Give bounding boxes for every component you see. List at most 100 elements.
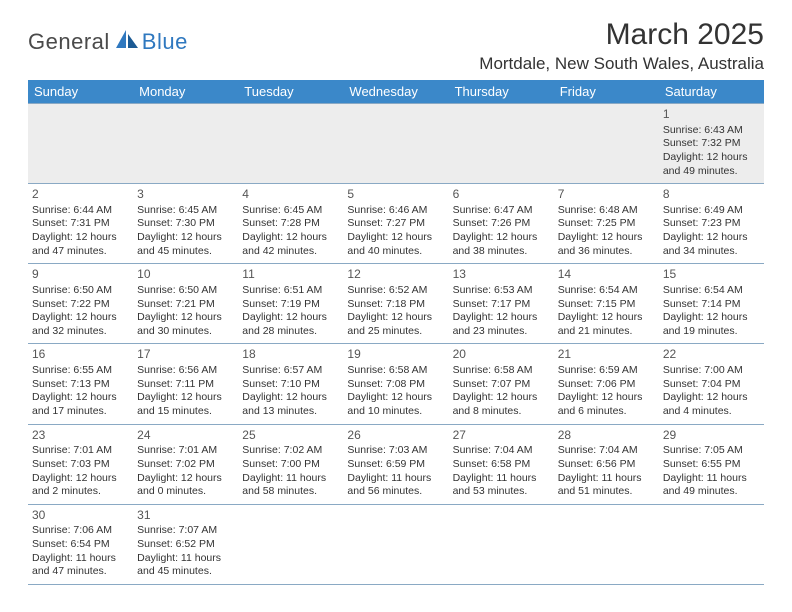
daylight-text: and 10 minutes. (347, 405, 444, 419)
daylight-text: Daylight: 12 hours (32, 472, 129, 486)
daylight-text: and 47 minutes. (32, 245, 129, 259)
daylight-text: and 32 minutes. (32, 325, 129, 339)
sunset-text: Sunset: 7:11 PM (137, 378, 234, 392)
sunset-text: Sunset: 7:28 PM (242, 217, 339, 231)
daylight-text: Daylight: 12 hours (32, 231, 129, 245)
daylight-text: Daylight: 12 hours (558, 231, 655, 245)
daylight-text: and 45 minutes. (137, 245, 234, 259)
calendar-cell: 21Sunrise: 6:59 AMSunset: 7:06 PMDayligh… (554, 344, 659, 424)
calendar-cell: 17Sunrise: 6:56 AMSunset: 7:11 PMDayligh… (133, 344, 238, 424)
calendar-cell: 9Sunrise: 6:50 AMSunset: 7:22 PMDaylight… (28, 264, 133, 344)
daylight-text: and 47 minutes. (32, 565, 129, 579)
calendar-week: 23Sunrise: 7:01 AMSunset: 7:03 PMDayligh… (28, 424, 764, 504)
daylight-text: and 19 minutes. (663, 325, 760, 339)
calendar-cell: 3Sunrise: 6:45 AMSunset: 7:30 PMDaylight… (133, 184, 238, 264)
daylight-text: and 49 minutes. (663, 485, 760, 499)
daylight-text: and 34 minutes. (663, 245, 760, 259)
sunset-text: Sunset: 7:18 PM (347, 298, 444, 312)
sunset-text: Sunset: 7:17 PM (453, 298, 550, 312)
sunrise-text: Sunrise: 7:05 AM (663, 444, 760, 458)
daylight-text: Daylight: 12 hours (137, 391, 234, 405)
sunrise-text: Sunrise: 7:04 AM (558, 444, 655, 458)
sunset-text: Sunset: 7:21 PM (137, 298, 234, 312)
daylight-text: Daylight: 12 hours (242, 391, 339, 405)
daylight-text: Daylight: 12 hours (663, 231, 760, 245)
sunset-text: Sunset: 7:26 PM (453, 217, 550, 231)
daylight-text: and 4 minutes. (663, 405, 760, 419)
calendar-cell: 11Sunrise: 6:51 AMSunset: 7:19 PMDayligh… (238, 264, 343, 344)
sunrise-text: Sunrise: 6:46 AM (347, 204, 444, 218)
calendar-cell: 23Sunrise: 7:01 AMSunset: 7:03 PMDayligh… (28, 424, 133, 504)
sunrise-text: Sunrise: 6:58 AM (347, 364, 444, 378)
calendar-cell: 10Sunrise: 6:50 AMSunset: 7:21 PMDayligh… (133, 264, 238, 344)
calendar-cell: 4Sunrise: 6:45 AMSunset: 7:28 PMDaylight… (238, 184, 343, 264)
day-number: 16 (32, 347, 129, 363)
daylight-text: and 49 minutes. (663, 165, 760, 179)
daylight-text: Daylight: 12 hours (453, 311, 550, 325)
sunrise-text: Sunrise: 7:01 AM (32, 444, 129, 458)
day-number: 6 (453, 187, 550, 203)
calendar-cell: 19Sunrise: 6:58 AMSunset: 7:08 PMDayligh… (343, 344, 448, 424)
day-number: 14 (558, 267, 655, 283)
daylight-text: and 42 minutes. (242, 245, 339, 259)
calendar-cell: 14Sunrise: 6:54 AMSunset: 7:15 PMDayligh… (554, 264, 659, 344)
calendar-cell: 25Sunrise: 7:02 AMSunset: 7:00 PMDayligh… (238, 424, 343, 504)
day-number: 24 (137, 428, 234, 444)
sunrise-text: Sunrise: 6:54 AM (558, 284, 655, 298)
daylight-text: and 21 minutes. (558, 325, 655, 339)
daylight-text: Daylight: 12 hours (558, 311, 655, 325)
daylight-text: Daylight: 12 hours (242, 311, 339, 325)
day-number: 8 (663, 187, 760, 203)
sunrise-text: Sunrise: 6:54 AM (663, 284, 760, 298)
sunset-text: Sunset: 7:00 PM (242, 458, 339, 472)
calendar-cell: 12Sunrise: 6:52 AMSunset: 7:18 PMDayligh… (343, 264, 448, 344)
daylight-text: Daylight: 11 hours (663, 472, 760, 486)
daylight-text: Daylight: 12 hours (453, 231, 550, 245)
calendar-table: Sunday Monday Tuesday Wednesday Thursday… (28, 80, 764, 585)
sunrise-text: Sunrise: 6:50 AM (137, 284, 234, 298)
sunset-text: Sunset: 7:22 PM (32, 298, 129, 312)
calendar-cell: 29Sunrise: 7:05 AMSunset: 6:55 PMDayligh… (659, 424, 764, 504)
calendar-cell: 16Sunrise: 6:55 AMSunset: 7:13 PMDayligh… (28, 344, 133, 424)
header: General Blue March 2025 Mortdale, New So… (28, 18, 764, 74)
sail-icon (114, 28, 140, 55)
day-number: 13 (453, 267, 550, 283)
sunrise-text: Sunrise: 6:50 AM (32, 284, 129, 298)
daylight-text: and 56 minutes. (347, 485, 444, 499)
calendar-cell: 8Sunrise: 6:49 AMSunset: 7:23 PMDaylight… (659, 184, 764, 264)
sunset-text: Sunset: 6:52 PM (137, 538, 234, 552)
daylight-text: Daylight: 11 hours (558, 472, 655, 486)
day-number: 20 (453, 347, 550, 363)
day-number: 7 (558, 187, 655, 203)
daylight-text: and 45 minutes. (137, 565, 234, 579)
daylight-text: and 8 minutes. (453, 405, 550, 419)
calendar-cell: 28Sunrise: 7:04 AMSunset: 6:56 PMDayligh… (554, 424, 659, 504)
daylight-text: Daylight: 11 hours (137, 552, 234, 566)
calendar-week: 9Sunrise: 6:50 AMSunset: 7:22 PMDaylight… (28, 264, 764, 344)
day-number: 27 (453, 428, 550, 444)
sunset-text: Sunset: 6:55 PM (663, 458, 760, 472)
daylight-text: Daylight: 11 hours (453, 472, 550, 486)
day-number: 21 (558, 347, 655, 363)
calendar-cell: 22Sunrise: 7:00 AMSunset: 7:04 PMDayligh… (659, 344, 764, 424)
sunset-text: Sunset: 7:30 PM (137, 217, 234, 231)
sunset-text: Sunset: 6:58 PM (453, 458, 550, 472)
day-number: 5 (347, 187, 444, 203)
calendar-cell (343, 504, 448, 584)
sunset-text: Sunset: 6:54 PM (32, 538, 129, 552)
daylight-text: and 30 minutes. (137, 325, 234, 339)
calendar-cell: 1Sunrise: 6:43 AMSunset: 7:32 PMDaylight… (659, 104, 764, 184)
daylight-text: and 17 minutes. (32, 405, 129, 419)
calendar-cell: 15Sunrise: 6:54 AMSunset: 7:14 PMDayligh… (659, 264, 764, 344)
calendar-cell (554, 104, 659, 184)
daylight-text: Daylight: 12 hours (242, 231, 339, 245)
calendar-week: 1Sunrise: 6:43 AMSunset: 7:32 PMDaylight… (28, 104, 764, 184)
day-number: 31 (137, 508, 234, 524)
sunrise-text: Sunrise: 6:48 AM (558, 204, 655, 218)
day-number: 10 (137, 267, 234, 283)
daylight-text: Daylight: 12 hours (137, 311, 234, 325)
day-number: 26 (347, 428, 444, 444)
daylight-text: and 58 minutes. (242, 485, 339, 499)
daylight-text: Daylight: 12 hours (137, 472, 234, 486)
day-number: 3 (137, 187, 234, 203)
